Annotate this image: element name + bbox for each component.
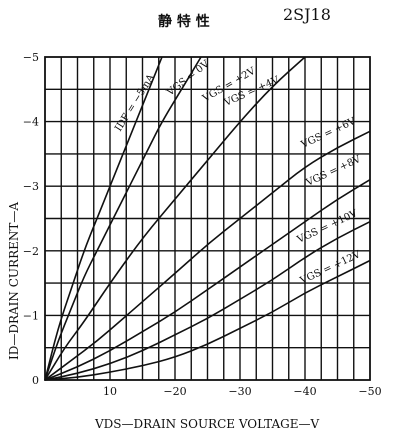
y-tick-label: −1: [23, 309, 39, 322]
curve-series-5: [44, 220, 371, 381]
y-tick-label: 0: [32, 374, 39, 387]
curve-series-6: [44, 259, 371, 381]
curve-series-4: [44, 179, 371, 381]
y-tick-label: −5: [23, 51, 39, 64]
y-tick-label: −2: [23, 245, 39, 258]
x-axis-label: VDS—DRAIN SOURCE VOLTAGE—V: [94, 417, 319, 431]
curve-labels: IDF = −5mA VGS = 0V VGS = +2V VGS = +4V …: [113, 58, 363, 287]
x-tick-labels: 10 −20 −30 −40 −50: [103, 385, 382, 398]
y-tick-label: −3: [23, 180, 39, 193]
x-tick-label: −40: [293, 385, 316, 398]
y-tick-labels: 0 −1 −2 −3 −4 −5: [23, 51, 39, 387]
x-tick-label: −50: [358, 385, 381, 398]
y-axis-label: ID—DRAIN CURRENT—A: [7, 202, 21, 360]
x-tick-label: −30: [228, 385, 251, 398]
curve-series-0: [44, 56, 163, 381]
curve-series-2: [44, 56, 306, 381]
part-number: 2SJ18: [283, 5, 331, 24]
curve-series-1: [44, 56, 202, 381]
x-tick-label: 10: [103, 385, 117, 398]
chart-title: 静 特 性: [158, 13, 210, 30]
x-tick-label: −20: [163, 385, 186, 398]
plot-frame: [44, 56, 371, 381]
grid: [45, 57, 370, 380]
y-tick-label: −4: [23, 116, 39, 129]
curves: [44, 56, 371, 381]
curve-series-3: [44, 130, 371, 381]
